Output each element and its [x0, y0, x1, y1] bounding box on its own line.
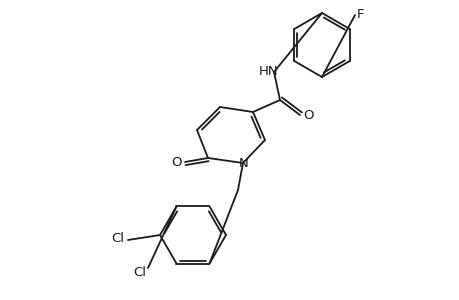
Text: N: N: [239, 157, 248, 169]
Text: F: F: [357, 8, 364, 20]
Text: O: O: [171, 155, 182, 169]
Text: O: O: [303, 109, 313, 122]
Text: HN: HN: [258, 64, 278, 77]
Text: Cl: Cl: [133, 266, 146, 278]
Text: Cl: Cl: [111, 232, 124, 244]
